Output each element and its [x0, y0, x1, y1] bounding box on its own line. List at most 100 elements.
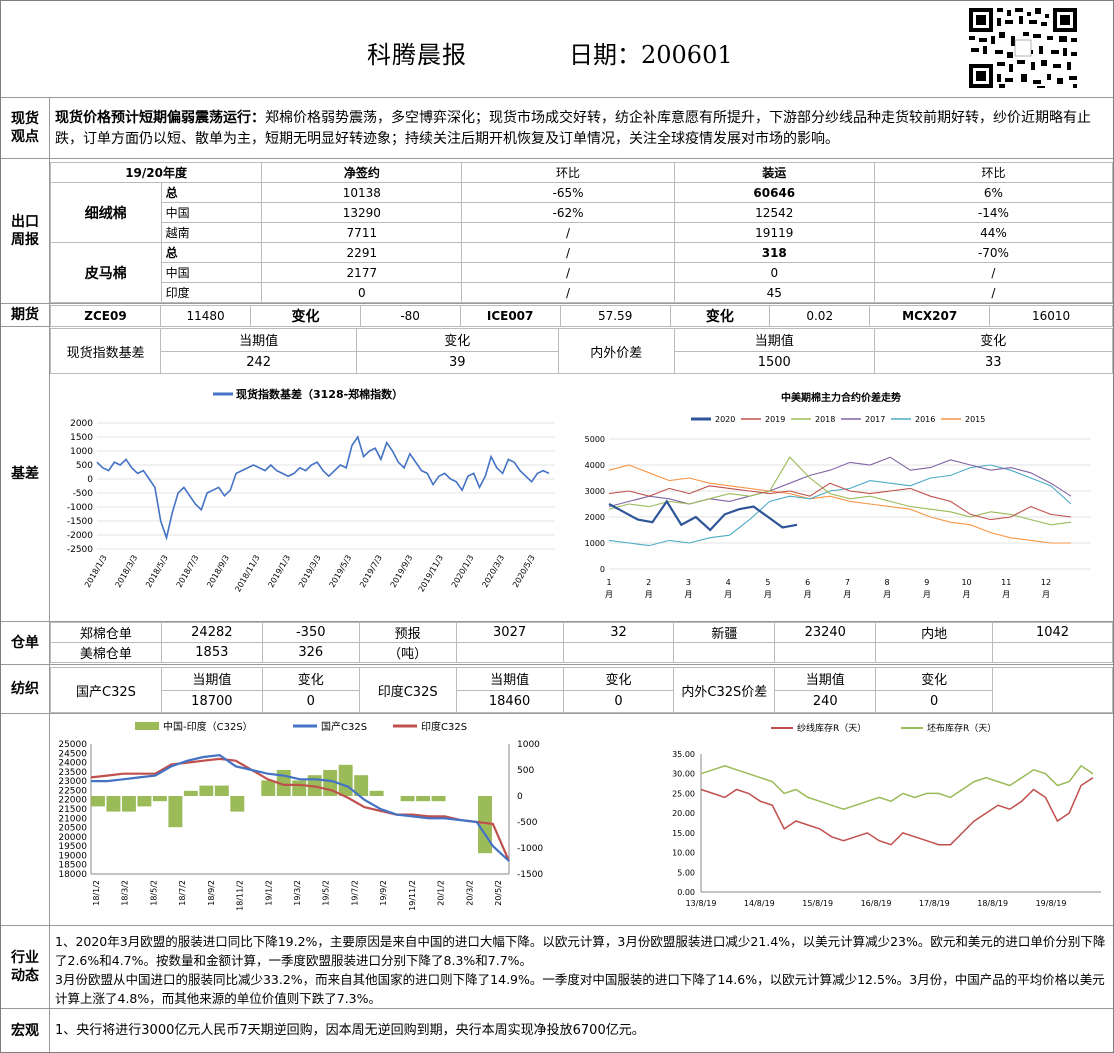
x-tick-label: 18/7/2 [178, 880, 187, 906]
wh-forecast-label: 预报 [358, 622, 457, 643]
y-tick-label: -500 [73, 489, 94, 499]
futures-ice-chg: 0.02 [769, 305, 871, 327]
tx-a-cur-head: 当期值 [160, 667, 263, 691]
x-tick-label: 月 [804, 590, 812, 599]
y-tick-label: 1500 [70, 433, 93, 443]
y-tick-label: 5.00 [677, 868, 695, 877]
basis-chg-value: 39 [356, 350, 559, 374]
tx-a-label: 国产C32S [50, 667, 162, 713]
legend-label: 2016 [915, 415, 935, 424]
basis-label: 基差 [1, 327, 50, 621]
x-tick-label: 17/8/19 [919, 899, 950, 908]
export-group-name: 皮马棉 [50, 242, 162, 303]
export-region: 中国 [160, 202, 263, 223]
x-tick-label: 2020/1/3 [450, 554, 476, 590]
tx-b-chg-value: 0 [562, 689, 675, 713]
x-tick-label: 11 [1001, 578, 1011, 587]
bar-diff [214, 785, 229, 796]
tx-b-chg-head: 变化 [562, 667, 675, 691]
x-tick-label: 2020/5/3 [511, 554, 537, 590]
spot-view-text: 现货价格预计短期偏弱震荡运行：郑棉价格弱势震荡，多空博弈深化；现货市场成交好转，… [55, 108, 1109, 150]
y-tick-label: 24000 [58, 759, 87, 769]
industry-row: 行业动态 1、2020年3月欧盟的服装进口同比下降19.2%，主要原因是来自中国… [1, 926, 1113, 1009]
x-tick-label: 2018/11/3 [233, 554, 261, 594]
series-line-basis [96, 435, 550, 541]
inventory-chart: 纱线库存R（天） 坯布库存R（天） 35.00 30.00 25.00 20.00 15.0… [672, 722, 1101, 908]
y-tick-label: 21500 [58, 805, 87, 815]
basis-table: 现货指数基差 当期值 变化 内外价差 当期值 变化 242 39 1500 33 [49, 328, 1114, 374]
legend-label: 印度C32S [421, 720, 467, 733]
bar-diff [91, 796, 105, 807]
y2-tick-label: 500 [517, 766, 534, 776]
series-line-2019 [608, 482, 1072, 521]
export-cell: / [461, 262, 675, 283]
bar-diff [261, 780, 276, 796]
export-shipment-head: 装运 [673, 162, 875, 183]
x-tick-label: 19/9/2 [379, 880, 388, 906]
x-tick-label: 20/3/2 [465, 880, 474, 906]
bar-diff [369, 790, 384, 796]
report-header: 科腾晨报 日期：200601 [1, 1, 1113, 98]
x-tick-label: 2019/1/3 [266, 554, 292, 590]
x-tick-label: 16/8/19 [861, 899, 892, 908]
export-cell: -70% [873, 242, 1114, 263]
wh-xinjiang-value: 23240 [774, 622, 877, 643]
spot-view-body: 郑棉价格弱势震荡，多空博弈深化；现货市场成交好转，纺企补库意愿有所提升，下游部分… [55, 110, 1091, 147]
y-tick-label: 20500 [58, 824, 87, 834]
y-tick-label: 25000 [58, 740, 87, 750]
wh-zce-value: 24282 [160, 622, 263, 643]
bar-diff [137, 796, 152, 807]
y-tick-label: 0.00 [677, 888, 695, 897]
y-tick-label: 3000 [585, 487, 605, 496]
y-tick-label: 5000 [585, 435, 605, 444]
x-tick-label: 20/5/2 [494, 880, 503, 906]
x-tick-label: 2018/1/3 [83, 554, 109, 590]
basis-chg-head: 变化 [356, 328, 559, 352]
bar-diff [121, 796, 136, 812]
bar-diff [152, 796, 167, 802]
y-tick-label: 23000 [58, 777, 87, 787]
legend-label: 坯布库存R（天） [927, 722, 996, 734]
export-cell: 6% [873, 182, 1114, 203]
tx-a-chg-head: 变化 [261, 667, 360, 691]
export-region: 总 [160, 182, 263, 203]
qr-code-icon [967, 6, 1079, 90]
report-title: 科腾晨报 [367, 41, 467, 69]
export-cell: 318 [673, 242, 875, 263]
legend-label: 中国-印度（C32S） [163, 720, 253, 733]
futures-zce-chg-label: 变化 [250, 305, 361, 327]
y-tick-label: 35.00 [672, 750, 695, 759]
x-tick-label: 15/8/19 [802, 899, 833, 908]
x-tick-label: 5 [765, 578, 770, 587]
basis-chg2-value: 33 [873, 350, 1114, 374]
x-tick-label: 18/3/2 [121, 880, 130, 906]
x-tick-label: 月 [645, 590, 653, 599]
y-tick-label: 18500 [58, 861, 87, 871]
wh-zce-chg: -350 [261, 622, 360, 643]
export-row-item: 印度 0/45/ [51, 282, 1114, 303]
export-region: 印度 [160, 282, 263, 303]
x-tick-label: 1 [606, 578, 611, 587]
x-tick-label: 10 [961, 578, 971, 587]
wh-zce-label: 郑棉仓单 [50, 622, 162, 643]
basis-spread-label: 内外价差 [557, 328, 675, 374]
basis-index-label: 现货指数基差 [49, 328, 162, 374]
legend-label: 国产C32S [321, 720, 367, 733]
textile-row: 纺织 国产C32S 当期值 变化 印度C32S 当期值 变化 内外C32S价差 … [1, 665, 1113, 714]
industry-label: 行业动态 [1, 926, 50, 1008]
export-cell: / [873, 282, 1114, 303]
y-tick-label: 2000 [70, 419, 93, 429]
export-cell: -62% [461, 202, 675, 223]
basis-cur2-head: 当期值 [673, 328, 875, 352]
series-line-india [90, 757, 511, 862]
legend-swatch [135, 722, 159, 730]
tx-c-chg-value: 0 [875, 689, 994, 713]
futures-label: 期货 [1, 304, 50, 326]
y-tick-label: 30.00 [672, 770, 695, 779]
bar-diff [338, 764, 353, 796]
x-tick-label: 月 [1002, 590, 1010, 599]
x-tick-label: 2018/9/3 [205, 554, 231, 590]
spot-view-headline: 现货价格预计短期偏弱震荡运行： [55, 110, 265, 126]
textile-table: 国产C32S 当期值 变化 印度C32S 当期值 变化 内外C32S价差 当期值… [50, 667, 1113, 713]
